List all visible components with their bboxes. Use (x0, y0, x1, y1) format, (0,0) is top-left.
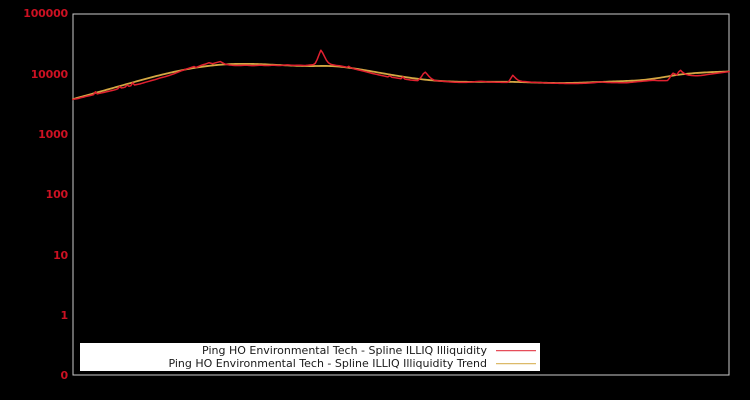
legend-entry-illiquidity: Ping HO Environmental Tech - Spline ILLI… (80, 344, 540, 357)
legend-entry-illiquidity-trend: Ping HO Environmental Tech - Spline ILLI… (80, 357, 540, 370)
legend-label-illiquidity: Ping HO Environmental Tech - Spline ILLI… (202, 343, 487, 357)
legend-line-illiquidity-trend (496, 358, 536, 369)
ytick-label-10: 10 (53, 249, 68, 262)
ytick-label-100000: 100000 (23, 7, 68, 20)
series-line-illiquidity (72, 49, 730, 101)
ytick-label-0: 0 (60, 369, 69, 382)
ytick-label-1: 1 (60, 309, 69, 322)
series-layer (72, 49, 730, 101)
legend-line-illiquidity (496, 345, 536, 356)
legend-label-illiquidity-trend: Ping HO Environmental Tech - Spline ILLI… (168, 356, 487, 370)
plot-frame-border (72, 13, 730, 376)
chart-legend: Ping HO Environmental Tech - Spline ILLI… (80, 343, 540, 371)
ytick-label-100: 100 (45, 188, 69, 201)
ytick-label-10000: 10000 (30, 68, 68, 81)
ytick-label-1000: 1000 (38, 128, 68, 141)
